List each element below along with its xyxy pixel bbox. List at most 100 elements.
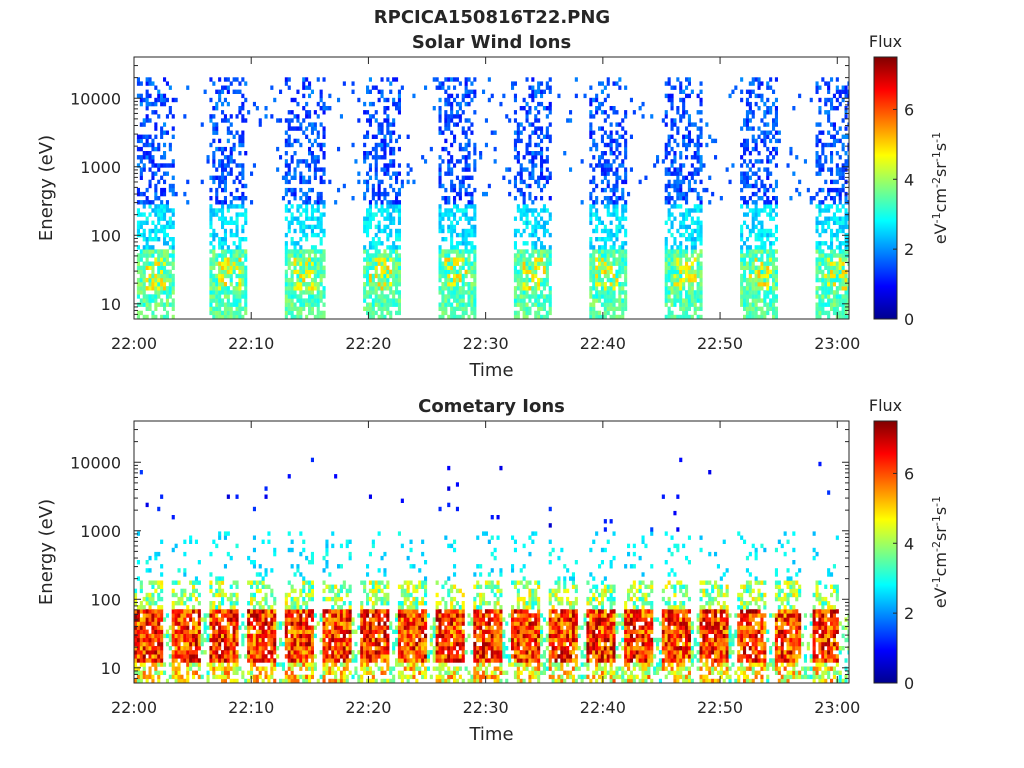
heatmap-cell [821,241,825,246]
heatmap-cell [676,187,680,193]
heatmap-cell [139,601,143,606]
heatmap-cell [766,97,770,103]
heatmap-cell [212,592,216,598]
heatmap-cell [223,155,227,160]
heatmap-cell [305,298,309,303]
heatmap-cell [221,159,225,164]
heatmap-cell [194,580,198,585]
heatmap-cell [743,294,747,299]
heatmap-cell [603,257,607,262]
heatmap-cell [192,592,196,598]
heatmap-cell [772,273,776,279]
heatmap-cell [232,196,236,201]
heatmap-cell [603,253,607,258]
heatmap-cell [438,155,442,160]
heatmap-cell [612,151,616,156]
heatmap-cell [534,89,538,94]
heatmap-cell [284,130,288,135]
heatmap-cell [441,265,445,270]
heatmap-cell [830,106,834,111]
heatmap-cell [603,302,607,307]
heatmap-cell [136,302,140,307]
heatmap-cell [215,286,219,291]
heatmap-cell [624,257,628,262]
heatmap-cell [687,179,691,185]
heatmap-cell [548,89,552,94]
heatmap-cell [386,106,390,111]
heatmap-cell [589,273,593,279]
heatmap-cell [600,163,604,168]
heatmap-cell [592,294,596,299]
heatmap-cell [171,241,175,246]
heatmap-cell [592,175,596,180]
heatmap-cell [284,245,288,250]
heatmap-cell [151,314,155,319]
heatmap-cell [679,97,683,103]
heatmap-cell [455,220,459,225]
heatmap-cell [151,175,155,180]
heatmap-cell [374,273,378,279]
heatmap-cell [838,216,842,221]
heatmap-cell [293,216,297,221]
heatmap-cell [763,200,767,205]
heatmap-cell [447,212,451,217]
heatmap-cell [484,118,488,123]
heatmap-cell [389,257,393,262]
heatmap-cell [136,261,140,266]
heatmap-cell [296,314,300,319]
heatmap-cell [745,163,749,168]
heatmap-cell [609,232,613,238]
heatmap-cell [766,187,770,193]
heatmap-cell [235,249,239,254]
heatmap-cell [368,89,372,94]
heatmap-cell [223,118,227,123]
heatmap-cell [223,269,227,275]
heatmap-cell [142,662,146,667]
heatmap-cell [484,191,488,197]
heatmap-cell [693,269,697,275]
heatmap-cell [740,298,744,303]
heatmap-cell [673,204,677,209]
heatmap-cell [516,126,520,131]
heatmap-cell [751,306,755,311]
heatmap-cell [212,277,216,283]
heatmap-cell [371,245,375,250]
heatmap-cell [687,302,691,307]
heatmap-cell [455,204,459,209]
x-tick-label: 22:30 [463,334,509,353]
heatmap-cell [238,134,242,139]
heatmap-cell [165,269,169,275]
heatmap-cell [316,298,320,303]
heatmap-cell [818,310,822,316]
heatmap-cell [232,146,236,152]
heatmap-cell [458,253,462,258]
heatmap-cell [168,183,172,189]
heatmap-cell [316,290,320,295]
heatmap-cell [160,257,164,262]
heatmap-cell [183,617,187,622]
heatmap-cell [157,273,161,279]
heatmap-cell [397,273,401,279]
heatmap-cell [453,183,457,189]
heatmap-cell [513,110,517,115]
heatmap-cell [458,249,462,254]
heatmap-cell [157,592,161,598]
heatmap-cell [519,106,523,111]
heatmap-cell [171,257,175,262]
heatmap-cell [171,633,175,639]
heatmap-cell [624,155,628,160]
heatmap-cells [136,77,849,319]
heatmap-cell [592,282,596,287]
heatmap-cell [226,249,230,254]
heatmap-cell [139,637,143,643]
heatmap-cell [664,257,668,262]
heatmap-cell [308,302,312,307]
heatmap-cell [513,241,517,246]
colorbar-tick-label: 4 [904,170,914,189]
heatmap-cell [192,621,196,626]
heatmap-cell [447,314,451,319]
heatmap-cell [624,179,628,185]
heatmap-cell [174,674,178,680]
heatmap-cell [134,650,138,655]
heatmap-cell [815,122,819,127]
